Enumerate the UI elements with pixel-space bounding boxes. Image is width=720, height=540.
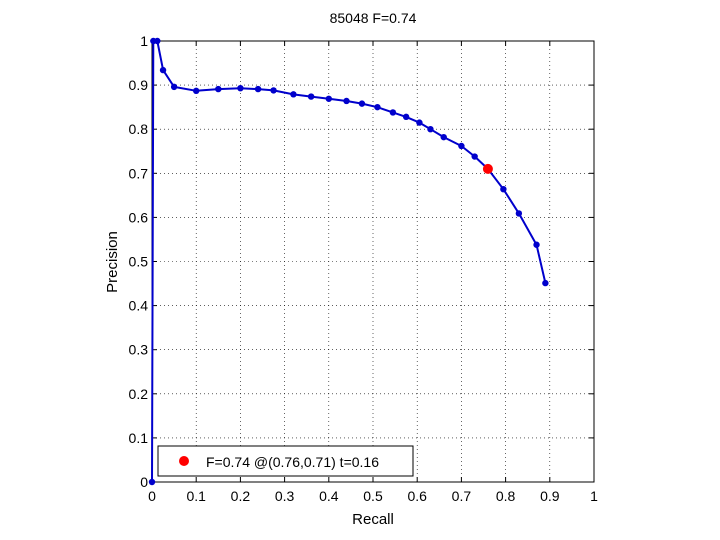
x-tick-label: 0 [148,488,156,504]
data-point [170,83,178,91]
y-tick-label: 0.6 [129,209,149,225]
data-point [458,142,465,150]
y-tick-label: 0.7 [129,165,149,181]
y-tick-label: 0.3 [129,342,149,358]
data-point [542,279,549,287]
y-tick-label: 0.5 [129,254,149,270]
data-point [427,126,434,133]
data-point [237,84,244,92]
legend-marker [179,456,189,466]
best-f-point [482,163,493,174]
series-layer [148,37,549,486]
data-point [515,210,523,217]
data-point [325,95,332,102]
data-point [254,85,262,93]
y-tick-label: 0.8 [129,121,149,137]
data-point [215,85,222,93]
y-tick-label: 1 [140,33,148,49]
y-tick-label: 0.9 [129,77,149,93]
y-tick-labels: 0 0.1 0.2 0.3 0.4 0.5 0.6 0.7 0.8 0.9 1 [129,33,149,490]
x-tick-label: 0.3 [275,488,295,504]
data-point [374,103,381,111]
legend-box [157,445,414,477]
y-tick-label: 0.1 [129,430,149,446]
series-line [151,40,547,483]
data-point [416,119,423,126]
x-tick-label: 0.8 [496,488,516,504]
data-point [500,185,507,193]
y-tick-label: 0 [140,474,148,490]
x-tick-label: 0.4 [319,488,339,504]
x-tick-label: 0.2 [231,488,251,504]
data-point [270,87,277,94]
data-point [471,153,478,160]
legend: F=0.74 @(0.76,0.71) t=0.16 [157,445,414,477]
y-tick-label: 0.2 [129,386,149,402]
data-point [440,133,447,141]
data-point [193,87,200,95]
data-point [307,93,315,100]
data-point [343,97,350,105]
data-point [290,91,297,98]
data-point [159,66,167,74]
data-point [154,37,161,45]
x-tick-labels: 0 0.1 0.2 0.3 0.4 0.5 0.6 0.7 0.8 0.9 1 [148,488,598,504]
legend-text: F=0.74 @(0.76,0.71) t=0.16 [206,454,379,470]
y-tick-label: 0.4 [129,298,149,314]
chart-title: 85048 F=0.74 [330,10,417,26]
x-tick-label: 1 [590,488,598,504]
data-point [402,113,410,121]
data-point [533,241,540,248]
x-axis-label: Recall [352,511,394,528]
data-point [148,478,156,486]
data-point [358,100,366,107]
x-tick-label: 0.1 [186,488,206,504]
x-tick-label: 0.9 [540,488,560,504]
x-tick-label: 0.5 [363,488,383,504]
y-axis-label: Precision [104,231,121,293]
x-tick-label: 0.7 [452,488,472,504]
data-point [389,109,397,116]
x-tick-label: 0.6 [407,488,427,504]
